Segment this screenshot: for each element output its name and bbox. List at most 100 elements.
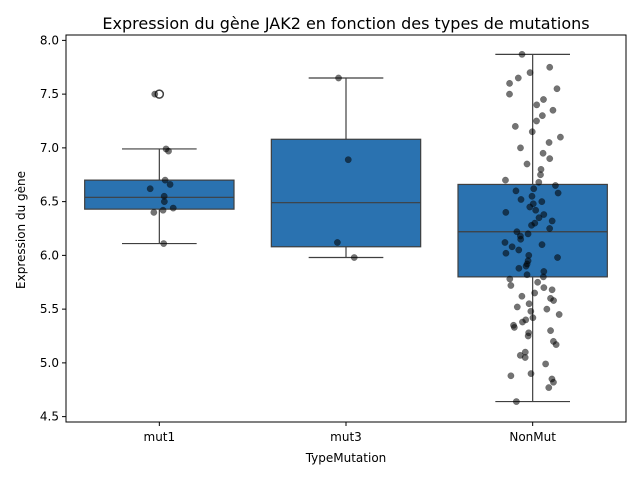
- data-point: [344, 156, 352, 164]
- data-point: [169, 204, 177, 212]
- data-point: [522, 316, 530, 324]
- data-point: [150, 208, 158, 216]
- data-point: [524, 230, 532, 238]
- y-tick-label: 6.5: [40, 195, 59, 209]
- data-point: [547, 327, 555, 335]
- data-point: [160, 192, 168, 200]
- data-point: [551, 182, 559, 189]
- data-point: [506, 90, 513, 98]
- data-point: [545, 139, 553, 146]
- data-point: [540, 211, 548, 218]
- data-point: [507, 282, 515, 289]
- box-body: [457, 183, 608, 278]
- data-point: [518, 292, 526, 300]
- data-point: [502, 176, 509, 184]
- data-point: [548, 217, 556, 225]
- data-point: [548, 286, 556, 294]
- y-tick-label: 7.5: [40, 87, 59, 101]
- y-tick-label: 8.0: [40, 33, 59, 47]
- box-body: [270, 138, 422, 248]
- data-point: [546, 155, 554, 163]
- x-axis-label: TypeMutation: [305, 451, 387, 465]
- data-point: [517, 196, 525, 203]
- data-point: [538, 112, 546, 120]
- data-point: [506, 79, 514, 87]
- data-point: [533, 101, 541, 109]
- data-point: [540, 96, 547, 103]
- data-point: [531, 289, 539, 297]
- data-point: [529, 200, 537, 208]
- data-point: [528, 192, 536, 200]
- chart-title: Expression du gène JAK2 en fonction des …: [102, 14, 589, 33]
- data-point: [146, 185, 154, 193]
- data-point: [533, 117, 540, 125]
- data-point: [546, 63, 554, 71]
- data-point: [554, 189, 562, 197]
- data-point: [523, 271, 531, 279]
- data-point: [160, 240, 168, 248]
- data-point: [166, 180, 174, 188]
- data-point: [540, 284, 548, 292]
- data-point: [512, 187, 520, 195]
- data-point: [549, 106, 557, 114]
- data-point: [531, 219, 539, 227]
- data-point: [511, 122, 519, 130]
- x-tick-label: mut1: [144, 430, 176, 444]
- y-tick-label: 7.0: [40, 141, 59, 155]
- data-point: [538, 241, 546, 249]
- data-point: [537, 165, 545, 173]
- y-axis-label: Expression du gène: [14, 171, 28, 289]
- data-point: [521, 348, 529, 356]
- data-point: [506, 275, 514, 283]
- data-point: [553, 85, 561, 93]
- data-point: [556, 133, 564, 141]
- data-point: [502, 208, 510, 216]
- data-point: [514, 74, 522, 82]
- data-point: [543, 305, 551, 313]
- data-point: [162, 145, 170, 153]
- y-tick-label: 5.0: [40, 356, 59, 370]
- data-point: [526, 69, 534, 77]
- data-point: [527, 307, 535, 315]
- x-tick-label: NonMut: [509, 430, 556, 444]
- data-point: [529, 314, 537, 322]
- data-point: [333, 239, 341, 246]
- data-point: [518, 50, 526, 58]
- plot-area: 4.5 5.0 5.5 6.0 6.5 7.0 7.5 8.0 mut1 mut3 NonMut: [40, 33, 627, 444]
- data-point: [502, 249, 510, 257]
- data-point: [535, 214, 543, 222]
- data-point: [527, 370, 535, 378]
- data-point: [554, 254, 561, 261]
- y-tick-label: 6.0: [40, 248, 59, 262]
- data-point: [530, 185, 538, 193]
- data-point: [516, 351, 524, 359]
- box-body: [84, 179, 235, 210]
- data-point: [534, 278, 542, 286]
- data-point: [507, 372, 515, 380]
- data-point: [540, 268, 548, 275]
- data-point: [549, 337, 557, 345]
- data-point: [517, 144, 524, 152]
- data-point: [513, 303, 521, 311]
- x-tick-label: mut3: [330, 430, 362, 444]
- data-point: [555, 311, 563, 318]
- data-point: [542, 360, 550, 368]
- data-point: [501, 239, 509, 246]
- data-point: [515, 264, 523, 272]
- data-point: [161, 176, 169, 184]
- data-point: [525, 329, 533, 337]
- data-point: [512, 398, 520, 406]
- data-point: [513, 228, 521, 236]
- data-point: [538, 198, 546, 206]
- data-point: [510, 321, 517, 329]
- data-point: [548, 375, 556, 383]
- data-point: [532, 206, 540, 214]
- y-tick-label: 4.5: [40, 410, 59, 424]
- y-tick-label: 5.5: [40, 302, 59, 316]
- data-point: [515, 246, 523, 254]
- data-point: [545, 384, 553, 392]
- data-point: [525, 300, 533, 308]
- data-point: [535, 178, 543, 186]
- data-point: [159, 206, 167, 214]
